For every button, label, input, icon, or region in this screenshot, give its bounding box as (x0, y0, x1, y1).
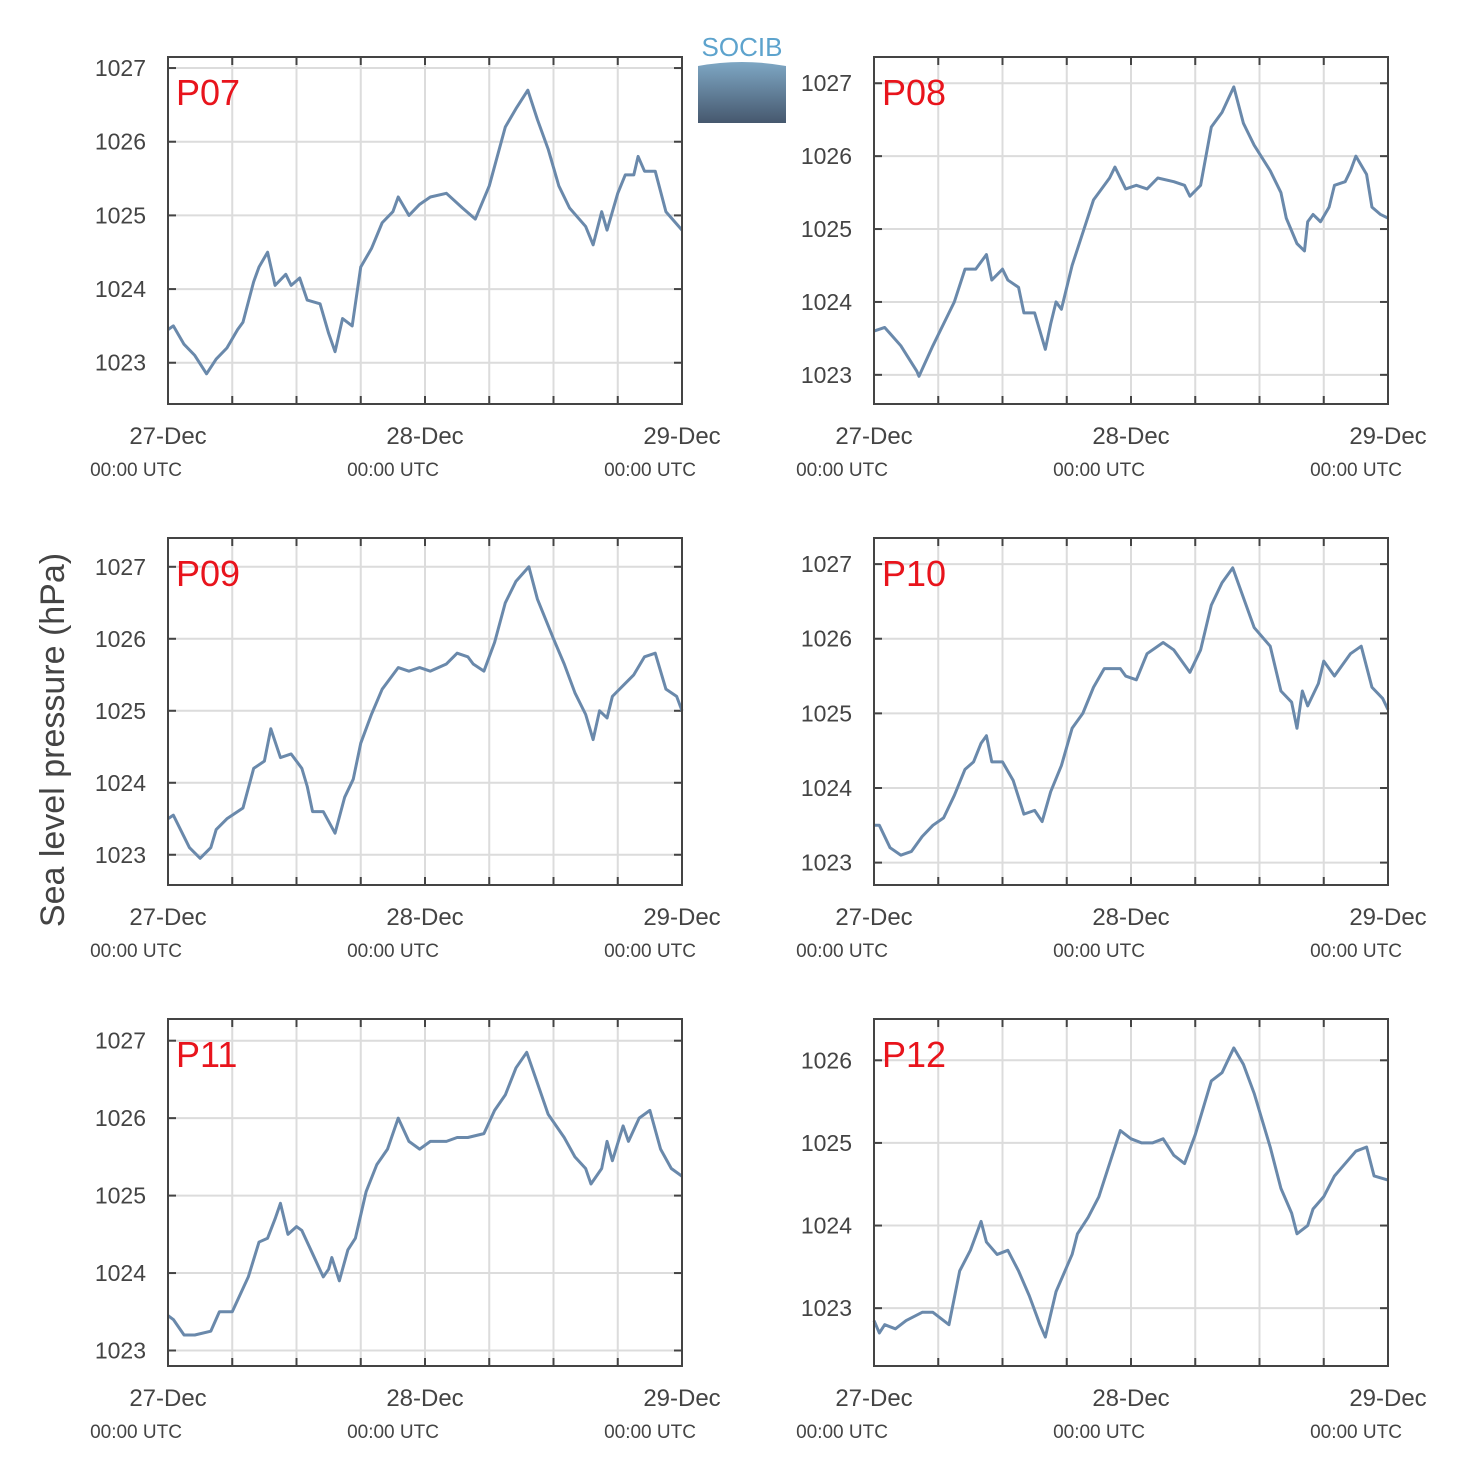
plot-frame (167, 1018, 683, 1367)
y-tick-label: 1025 (801, 1130, 852, 1156)
x-tick-label: 27-Dec (835, 423, 912, 450)
x-tick-label: 29-Dec (643, 904, 720, 931)
panel-title: P08 (882, 72, 946, 113)
x-tick-label: 27-Dec (835, 1385, 912, 1412)
x-tick-sublabel: 00:00 UTC (1310, 460, 1402, 481)
y-tick-label: 1024 (95, 276, 146, 302)
x-tick-label: 27-Dec (129, 423, 206, 450)
x-tick-sublabel: 00:00 UTC (796, 460, 888, 481)
y-tick-label: 1027 (95, 55, 146, 81)
x-tick-label: 27-Dec (129, 904, 206, 931)
x-tick-sublabel: 00:00 UTC (347, 941, 439, 962)
y-tick-label: 1025 (95, 202, 146, 228)
panel-title: P09 (176, 553, 240, 594)
x-tick-sublabel: 00:00 UTC (1053, 460, 1145, 481)
logo-text: SOCIB (702, 32, 783, 62)
x-tick-sublabel: 00:00 UTC (796, 941, 888, 962)
subplot: 27-Dec 00:00 UTC 28-Dec 00:00 UTC 29-Dec 00:0… (90, 1018, 721, 1443)
x-tick-sublabel: 00:00 UTC (1053, 941, 1145, 962)
x-tick-label: 27-Dec (835, 904, 912, 931)
x-tick-sublabel: 00:00 UTC (1310, 941, 1402, 962)
y-tick-label: 1023 (95, 350, 146, 376)
y-tick-label: 1025 (801, 216, 852, 242)
y-axis-label: Sea level pressure (hPa) (34, 553, 72, 927)
y-tick-label: 1024 (95, 770, 146, 796)
data-line (873, 85, 1389, 378)
data-line (167, 1050, 683, 1337)
logo: SOCIB (698, 32, 786, 123)
plot-frame (873, 537, 1389, 886)
data-line (872, 1046, 1389, 1339)
subplot: 27-Dec 00:00 UTC 28-Dec 00:00 UTC 29-Dec 00:0… (90, 55, 721, 481)
x-tick-sublabel: 00:00 UTC (347, 460, 439, 481)
plot-frame (167, 537, 683, 886)
x-tick-sublabel: 00:00 UTC (604, 1422, 696, 1443)
x-tick-label: 29-Dec (643, 1385, 720, 1412)
x-tick-sublabel: 00:00 UTC (1310, 1422, 1402, 1443)
y-tick-label: 1023 (801, 362, 852, 388)
x-tick-sublabel: 00:00 UTC (90, 460, 182, 481)
y-tick-label: 1026 (801, 626, 852, 652)
y-tick-label: 1024 (801, 1213, 852, 1239)
panel-title: P10 (882, 553, 946, 594)
plot-frame (873, 56, 1389, 405)
subplot: 27-Dec 00:00 UTC 28-Dec 00:00 UTC 29-Dec 00:0… (796, 56, 1427, 481)
y-tick-label: 1026 (801, 143, 852, 169)
y-tick-label: 1026 (95, 626, 146, 652)
y-tick-label: 1023 (801, 1295, 852, 1321)
y-tick-label: 1025 (801, 700, 852, 726)
y-tick-label: 1026 (95, 129, 146, 155)
panel-title: P07 (176, 72, 240, 113)
y-tick-label: 1025 (95, 1183, 146, 1209)
x-tick-sublabel: 00:00 UTC (604, 460, 696, 481)
x-tick-sublabel: 00:00 UTC (90, 941, 182, 962)
subplot: 27-Dec 00:00 UTC 28-Dec 00:00 UTC 29-Dec 00:0… (796, 537, 1427, 962)
x-tick-label: 28-Dec (386, 423, 463, 450)
x-tick-label: 29-Dec (1349, 904, 1426, 931)
data-line (167, 565, 684, 860)
x-tick-sublabel: 00:00 UTC (1053, 1422, 1145, 1443)
data-line (167, 88, 684, 376)
x-tick-label: 29-Dec (643, 423, 720, 450)
plot-frame (873, 1018, 1389, 1367)
y-tick-label: 1024 (801, 775, 852, 801)
y-tick-label: 1023 (95, 1338, 146, 1364)
x-tick-label: 28-Dec (1092, 1385, 1169, 1412)
x-tick-sublabel: 00:00 UTC (604, 941, 696, 962)
plot-frame (167, 56, 683, 405)
panel-title: P12 (882, 1034, 946, 1075)
y-tick-label: 1024 (801, 289, 852, 315)
subplot: 27-Dec 00:00 UTC 28-Dec 00:00 UTC 29-Dec 00:0… (90, 537, 721, 962)
y-tick-label: 1026 (95, 1105, 146, 1131)
y-tick-label: 1024 (95, 1260, 146, 1286)
y-tick-label: 1027 (95, 554, 146, 580)
x-tick-sublabel: 00:00 UTC (796, 1422, 888, 1443)
y-tick-label: 1026 (801, 1047, 852, 1073)
x-tick-label: 28-Dec (386, 1385, 463, 1412)
x-tick-label: 29-Dec (1349, 423, 1426, 450)
x-tick-label: 27-Dec (129, 1385, 206, 1412)
y-tick-label: 1027 (801, 70, 852, 96)
x-tick-label: 28-Dec (386, 904, 463, 931)
x-tick-label: 29-Dec (1349, 1385, 1426, 1412)
x-tick-label: 28-Dec (1092, 423, 1169, 450)
y-tick-label: 1023 (801, 850, 852, 876)
panel-title: P11 (176, 1034, 237, 1075)
logo-shape (698, 62, 786, 123)
data-line (874, 566, 1390, 857)
x-tick-sublabel: 00:00 UTC (90, 1422, 182, 1443)
y-tick-label: 1025 (95, 698, 146, 724)
x-tick-sublabel: 00:00 UTC (347, 1422, 439, 1443)
subplot: 27-Dec 00:00 UTC 28-Dec 00:00 UTC 29-Dec 00:0… (796, 1018, 1427, 1443)
y-tick-label: 1027 (95, 1028, 146, 1054)
y-tick-label: 1027 (801, 551, 852, 577)
x-tick-label: 28-Dec (1092, 904, 1169, 931)
y-tick-label: 1023 (95, 842, 146, 868)
